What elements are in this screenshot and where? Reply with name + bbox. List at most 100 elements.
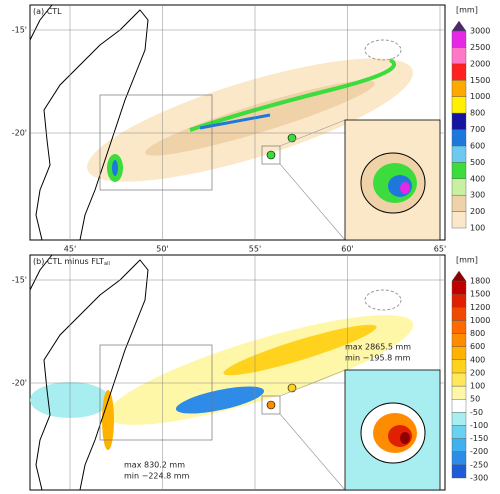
inset-peak — [400, 432, 410, 444]
colorbar-label: 1000 — [470, 92, 490, 101]
colorbar-box — [451, 211, 467, 229]
colorbar-box — [451, 412, 467, 426]
dashed-region — [364, 289, 402, 311]
colorbar-box — [451, 464, 467, 479]
lon-tick-label: 65' — [434, 245, 446, 254]
colorbar-label: 500 — [470, 158, 485, 167]
island — [287, 383, 297, 393]
colorbar-box — [451, 129, 467, 147]
colorbar-top — [451, 20, 467, 32]
colorbar-box — [451, 112, 467, 130]
colorbar-box — [451, 425, 467, 439]
colorbar-label: 800 — [470, 329, 485, 338]
colorbar-label: 100 — [470, 224, 485, 233]
colorbar-label: 100 — [470, 382, 485, 391]
lat-tick-label: -20' — [12, 379, 27, 388]
annotation: max 830.2 mm — [124, 461, 185, 470]
zoom-connector — [279, 369, 346, 397]
panel: (a) CTL 45' 50' 55' 60' 65' -15' -20' 100 200 300 4… — [12, 4, 490, 254]
island — [287, 133, 297, 143]
zoom-box — [261, 145, 281, 165]
colorbar-box — [451, 346, 467, 360]
colorbar-box — [451, 451, 467, 466]
diff-pos — [223, 324, 377, 376]
colorbar-label: 800 — [470, 109, 485, 118]
dashed-region — [364, 39, 402, 61]
annotation: min −195.8 mm — [345, 354, 411, 363]
lon-tick-label: 50' — [156, 245, 168, 254]
island — [266, 150, 276, 160]
zoom-connector — [279, 413, 346, 491]
zoom-box — [99, 344, 213, 441]
island — [266, 400, 276, 410]
colorbar-label: 1000 — [470, 316, 490, 325]
colorbar-label: 2500 — [470, 43, 490, 52]
colorbar-box — [451, 96, 467, 114]
colorbar-label: 300 — [470, 191, 485, 200]
colorbar-label: 700 — [470, 125, 485, 134]
colorbar-label: 1500 — [470, 76, 490, 85]
madagascar — [35, 9, 149, 241]
panel-title: (a) CTL — [33, 7, 62, 16]
colorbar-label: 200 — [470, 368, 485, 377]
diff-pos — [102, 390, 114, 450]
zoom-connector — [279, 119, 346, 147]
colorbar-label: 2000 — [470, 59, 490, 68]
colorbar-box — [451, 194, 467, 212]
colorbar-box — [451, 280, 467, 295]
colorbar-box — [451, 320, 467, 334]
panel-title: (b) CTL minus FLTall — [33, 257, 110, 267]
colorbar-unit: [mm] — [456, 256, 478, 265]
colorbar-box — [451, 47, 467, 65]
colorbar-label: -200 — [470, 447, 488, 456]
colorbar-box — [451, 162, 467, 179]
colorbar-box — [451, 63, 467, 81]
colorbar-label: 400 — [470, 174, 485, 183]
colorbar-label: 600 — [470, 342, 485, 351]
colorbar-label: -50 — [470, 408, 483, 417]
colorbar-label: 1500 — [470, 290, 490, 299]
colorbar-box — [451, 372, 467, 387]
colorbar-box — [451, 178, 467, 196]
title-text: (b) CTL minus FLT — [33, 257, 104, 266]
colorbar-unit: [mm] — [456, 6, 478, 15]
inset-peak — [400, 182, 410, 194]
colorbar-label: 200 — [470, 207, 485, 216]
rain-streak — [189, 58, 396, 132]
lat-tick-label: -15' — [12, 26, 27, 35]
colorbar-box — [451, 30, 467, 48]
colorbar-box — [451, 80, 467, 97]
rain-spot — [112, 160, 118, 176]
africa-coast — [29, 4, 53, 41]
colorbar-label: -250 — [470, 460, 488, 469]
colorbar-label: -150 — [470, 434, 488, 443]
colorbar-box — [451, 399, 467, 413]
lat-tick-label: -15' — [12, 276, 27, 285]
lon-tick-label: 55' — [249, 245, 261, 254]
madagascar — [35, 259, 149, 491]
zoom-box — [99, 94, 213, 191]
colorbar-label: 3000 — [470, 27, 490, 36]
colorbar-label: 1800 — [470, 277, 490, 286]
colorbar-label: 600 — [470, 141, 485, 150]
colorbar-top — [451, 270, 467, 282]
colorbar-box — [451, 145, 467, 163]
diff-neg — [175, 386, 265, 414]
colorbar-box — [451, 438, 467, 452]
colorbar-box — [451, 359, 467, 374]
africa-coast — [29, 254, 53, 291]
colorbar-label: 400 — [470, 355, 485, 364]
colorbar-box — [451, 385, 467, 400]
annotation: min −224.8 mm — [124, 472, 190, 481]
title-text: (a) CTL — [33, 7, 62, 16]
colorbar-label: -300 — [470, 474, 488, 483]
zoom-box — [261, 395, 281, 415]
annotation: max 2865.5 mm — [345, 343, 411, 352]
panel: (b) CTL minus FLTall45'50'55'60'65'-15'-… — [12, 254, 490, 491]
colorbar-box — [451, 293, 467, 308]
colorbar-box — [451, 333, 467, 347]
colorbar-box — [451, 307, 467, 321]
title-subscript: all — [104, 261, 110, 267]
colorbar-label: 50 — [470, 395, 480, 404]
